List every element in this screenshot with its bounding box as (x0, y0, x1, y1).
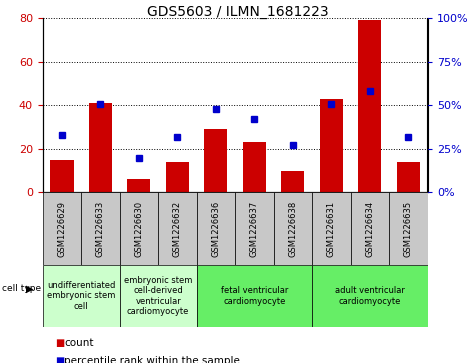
Text: cell type: cell type (2, 284, 41, 293)
Bar (281, 171, 304, 192)
Text: GSM1226635: GSM1226635 (404, 201, 413, 257)
Text: fetal ventricular
cardiomyocyte: fetal ventricular cardiomyocyte (221, 286, 288, 306)
Bar (312, 192, 351, 265)
Bar (197, 192, 235, 265)
Bar (274, 192, 312, 265)
Bar (235, 192, 274, 265)
Bar (120, 265, 197, 327)
Bar (81, 192, 120, 265)
Bar (197, 265, 312, 327)
Text: ■: ■ (55, 338, 64, 348)
Bar (120, 192, 158, 265)
Bar (204, 129, 228, 192)
Text: GSM1226631: GSM1226631 (327, 201, 336, 257)
Text: undifferentiated
embryonic stem
cell: undifferentiated embryonic stem cell (47, 281, 115, 311)
Bar (158, 192, 197, 265)
Bar (358, 20, 381, 192)
Text: GSM1226636: GSM1226636 (211, 201, 220, 257)
Text: GSM1226634: GSM1226634 (365, 201, 374, 257)
Bar (89, 103, 112, 192)
Bar (320, 99, 343, 192)
Text: GSM1226629: GSM1226629 (57, 201, 67, 257)
Text: GSM1226633: GSM1226633 (96, 201, 105, 257)
Text: GSM1226637: GSM1226637 (250, 201, 259, 257)
Text: count: count (64, 338, 94, 348)
Bar (312, 265, 428, 327)
Text: GSM1226630: GSM1226630 (134, 201, 143, 257)
Bar (389, 192, 428, 265)
Text: ■: ■ (55, 356, 64, 363)
Text: ▶: ▶ (26, 284, 34, 294)
Text: GSM1226638: GSM1226638 (288, 201, 297, 257)
Bar (351, 192, 389, 265)
Bar (43, 265, 120, 327)
Text: GSM1226632: GSM1226632 (173, 201, 182, 257)
Bar (43, 192, 81, 265)
Text: adult ventricular
cardiomyocyte: adult ventricular cardiomyocyte (335, 286, 405, 306)
Bar (50, 160, 74, 192)
Text: percentile rank within the sample: percentile rank within the sample (64, 356, 240, 363)
Bar (127, 179, 151, 192)
Bar (397, 162, 420, 192)
Text: embryonic stem
cell-derived
ventricular
cardiomyocyte: embryonic stem cell-derived ventricular … (124, 276, 192, 316)
Text: GDS5603 / ILMN_1681223: GDS5603 / ILMN_1681223 (147, 5, 328, 20)
Bar (243, 142, 266, 192)
Bar (166, 162, 189, 192)
